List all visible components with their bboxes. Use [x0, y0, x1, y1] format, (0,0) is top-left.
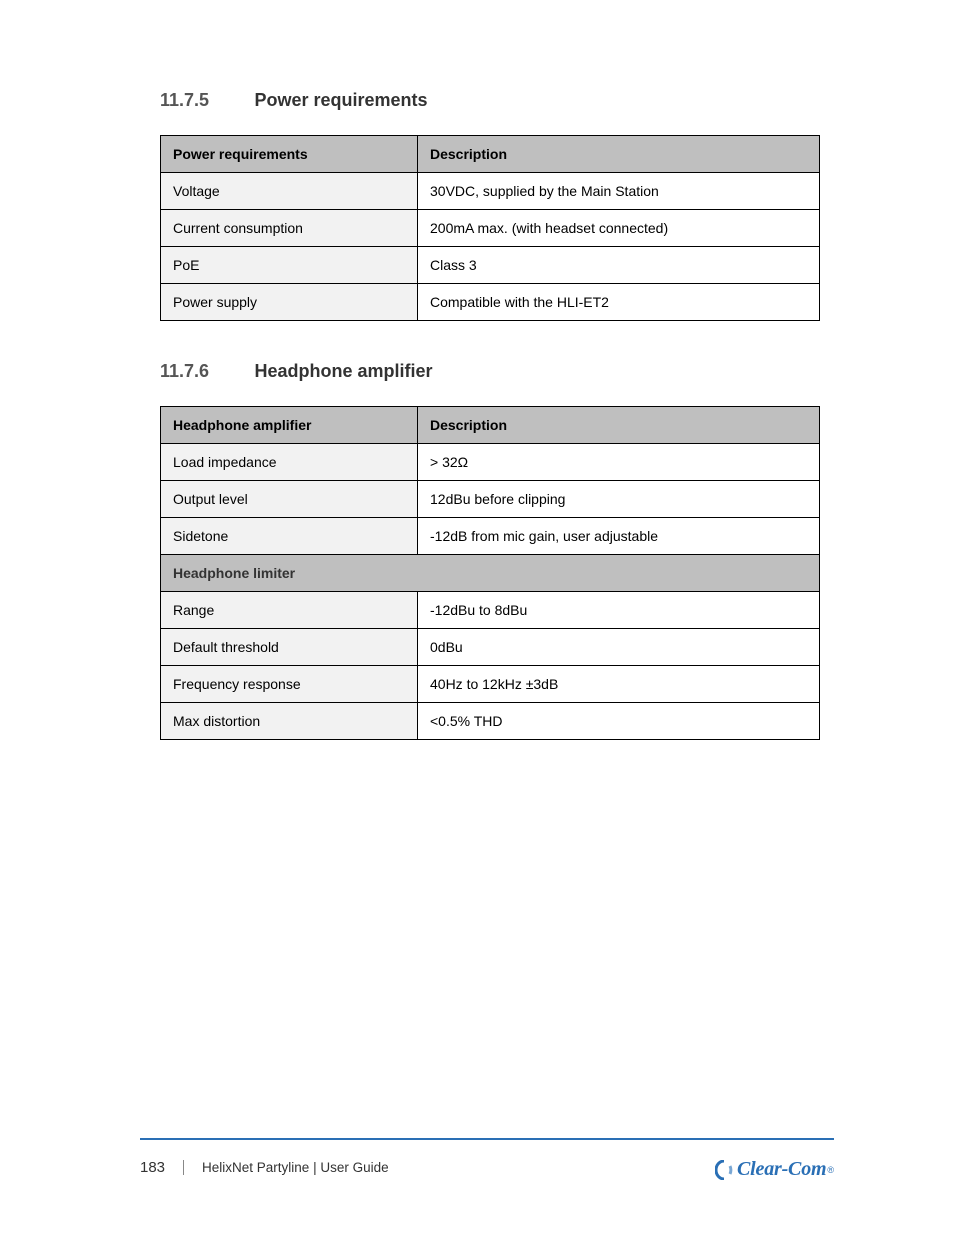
headphone-amplifier-table: Headphone amplifier Description Load imp… [160, 406, 820, 740]
row-value: 30VDC, supplied by the Main Station [418, 173, 820, 210]
table-row: Default threshold 0dBu [161, 629, 820, 666]
row-value: > 32Ω [418, 444, 820, 481]
col-header: Description [418, 407, 820, 444]
section-number: 11.7.5 [160, 90, 250, 111]
brand-text: Clear-Com [737, 1158, 826, 1181]
row-label: Current consumption [161, 210, 418, 247]
row-label: Load impedance [161, 444, 418, 481]
table-row: Output level 12dBu before clipping [161, 481, 820, 518]
row-value: -12dB from mic gain, user adjustable [418, 518, 820, 555]
section-header-power: 11.7.5 Power requirements [160, 90, 820, 111]
row-value: 200mA max. (with headset connected) [418, 210, 820, 247]
table-row: PoE Class 3 [161, 247, 820, 284]
page-footer: 183 HelixNet Partyline | User Guide Clea… [140, 1138, 834, 1175]
row-value: 0dBu [418, 629, 820, 666]
content-area: 11.7.5 Power requirements Power requirem… [160, 90, 820, 740]
row-label: Sidetone [161, 518, 418, 555]
row-label: Range [161, 592, 418, 629]
row-label: Max distortion [161, 703, 418, 740]
power-requirements-table: Power requirements Description Voltage 3… [160, 135, 820, 321]
row-label: Frequency response [161, 666, 418, 703]
col-header: Power requirements [161, 136, 418, 173]
section-number: 11.7.6 [160, 361, 250, 382]
brand-registered-icon: ® [827, 1165, 834, 1175]
table-row: Load impedance > 32Ω [161, 444, 820, 481]
brand-logo: Clear-Com ® [715, 1158, 834, 1181]
section-title: Power requirements [254, 90, 427, 111]
page-root: 11.7.5 Power requirements Power requirem… [0, 0, 954, 1235]
section-title: Headphone amplifier [254, 361, 432, 382]
row-value: Class 3 [418, 247, 820, 284]
table-row: Power supply Compatible with the HLI-ET2 [161, 284, 820, 321]
row-value: 40Hz to 12kHz ±3dB [418, 666, 820, 703]
brand-glyph-icon [715, 1160, 733, 1180]
table-header-row: Headphone amplifier Description [161, 407, 820, 444]
subheader: Headphone limiter [161, 555, 820, 592]
table-row: Max distortion <0.5% THD [161, 703, 820, 740]
table-row: Sidetone -12dB from mic gain, user adjus… [161, 518, 820, 555]
col-header: Headphone amplifier [161, 407, 418, 444]
doc-title: HelixNet Partyline | User Guide [184, 1160, 389, 1175]
row-label: Output level [161, 481, 418, 518]
row-value: <0.5% THD [418, 703, 820, 740]
table-row: Voltage 30VDC, supplied by the Main Stat… [161, 173, 820, 210]
col-header: Description [418, 136, 820, 173]
row-label: PoE [161, 247, 418, 284]
row-value: -12dBu to 8dBu [418, 592, 820, 629]
section-header-amp: 11.7.6 Headphone amplifier [160, 361, 820, 382]
table-row: Current consumption 200mA max. (with hea… [161, 210, 820, 247]
row-label: Power supply [161, 284, 418, 321]
page-number: 183 [140, 1160, 184, 1175]
table-header-row: Power requirements Description [161, 136, 820, 173]
row-label: Default threshold [161, 629, 418, 666]
table-row: Range -12dBu to 8dBu [161, 592, 820, 629]
row-label: Voltage [161, 173, 418, 210]
row-value: Compatible with the HLI-ET2 [418, 284, 820, 321]
table-subheader-row: Headphone limiter [161, 555, 820, 592]
row-value: 12dBu before clipping [418, 481, 820, 518]
table-row: Frequency response 40Hz to 12kHz ±3dB [161, 666, 820, 703]
